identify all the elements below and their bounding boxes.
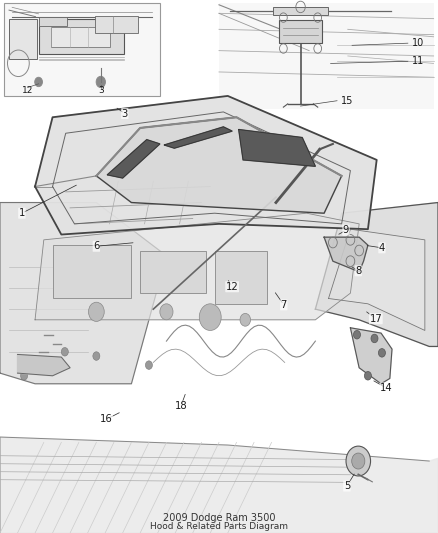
Bar [95, 16, 138, 33]
Text: 12: 12 [22, 86, 33, 95]
Polygon shape [164, 127, 232, 148]
Circle shape [93, 352, 100, 360]
Bar [140, 251, 206, 293]
Circle shape [39, 360, 46, 369]
Text: 11: 11 [412, 56, 424, 66]
Polygon shape [35, 213, 359, 320]
Circle shape [371, 334, 378, 343]
Text: 15: 15 [341, 96, 354, 106]
Polygon shape [35, 96, 377, 235]
Bar [279, 20, 322, 43]
Polygon shape [328, 229, 425, 330]
Polygon shape [96, 117, 342, 213]
Bar [53, 245, 131, 298]
Text: 18: 18 [175, 401, 187, 411]
Circle shape [21, 372, 28, 380]
Bar [219, 3, 434, 109]
Bar [51, 27, 110, 47]
Circle shape [88, 302, 104, 321]
Text: 7: 7 [281, 300, 287, 310]
Text: 4: 4 [379, 243, 385, 253]
Circle shape [240, 313, 251, 326]
Circle shape [145, 361, 152, 369]
Text: 1: 1 [19, 208, 25, 218]
Circle shape [96, 76, 106, 87]
Circle shape [352, 453, 365, 469]
Text: 10: 10 [412, 38, 424, 48]
Polygon shape [0, 203, 166, 384]
Polygon shape [315, 203, 438, 346]
Text: 6: 6 [93, 241, 99, 251]
Circle shape [353, 330, 360, 339]
Circle shape [199, 304, 221, 330]
Polygon shape [0, 437, 438, 533]
Text: 12: 12 [226, 282, 239, 292]
Bar [9, 19, 37, 59]
Text: 8: 8 [355, 266, 361, 276]
Circle shape [160, 304, 173, 320]
Text: 3: 3 [98, 86, 104, 95]
Circle shape [378, 349, 385, 357]
Text: 16: 16 [99, 415, 113, 424]
Polygon shape [324, 237, 368, 272]
Bar [39, 19, 124, 54]
Circle shape [61, 348, 68, 356]
Text: Hood & Related Parts Diagram: Hood & Related Parts Diagram [150, 522, 288, 531]
Text: 17: 17 [369, 314, 382, 324]
Polygon shape [18, 354, 70, 376]
Text: 14: 14 [380, 383, 392, 393]
Polygon shape [239, 130, 315, 166]
Text: 2009 Dodge Ram 3500: 2009 Dodge Ram 3500 [163, 513, 275, 523]
Polygon shape [107, 140, 160, 178]
Text: 9: 9 [343, 225, 349, 235]
Bar [39, 17, 67, 26]
Bar [215, 251, 267, 304]
Circle shape [346, 446, 371, 476]
Text: 5: 5 [344, 481, 350, 491]
Bar [272, 7, 328, 15]
Text: 3: 3 [122, 109, 128, 118]
Circle shape [364, 372, 371, 380]
Circle shape [35, 77, 42, 87]
Bar [4, 3, 160, 96]
Polygon shape [350, 328, 392, 384]
